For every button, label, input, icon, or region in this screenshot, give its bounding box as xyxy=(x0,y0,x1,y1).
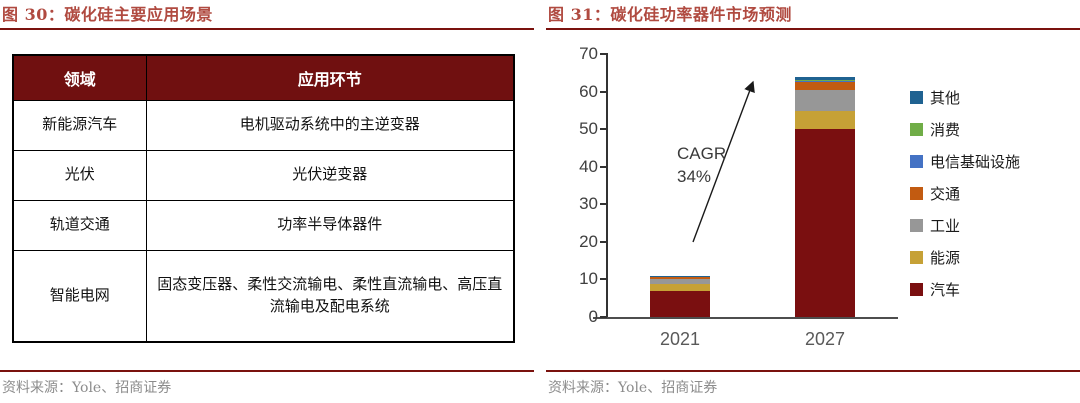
y-axis-tick-label: 60 xyxy=(579,81,598,101)
table-row: 新能源汽车 电机驱动系统中的主逆变器 xyxy=(12,99,515,151)
bar-segment-汽车-2021 xyxy=(650,290,710,317)
y-axis-tick xyxy=(600,278,607,281)
growth-arrow-icon xyxy=(692,80,755,243)
figure-30-title: 图 30：碳化硅主要应用场景 xyxy=(2,5,213,24)
y-axis-tick-label: 40 xyxy=(579,156,598,176)
y-axis-tick xyxy=(600,203,607,206)
figure-30-source: 资料来源：Yole、招商证券 xyxy=(2,380,172,396)
x-axis-label-2027: 2027 xyxy=(804,329,846,349)
legend-item-汽车: 汽车 xyxy=(910,281,1020,299)
legend-label: 电信基础设施 xyxy=(930,152,1021,171)
legend-item-其他: 其他 xyxy=(910,89,1020,107)
table-header-cell: 领域 xyxy=(12,54,147,101)
table-cell-application: 电机驱动系统中的主逆变器 xyxy=(145,99,515,151)
legend-label: 其他 xyxy=(930,88,961,107)
legend-label: 能源 xyxy=(930,248,961,267)
figure-31-footer-rule xyxy=(546,370,1080,372)
bar-segment-汽车-2027 xyxy=(795,129,855,317)
bar-segment-其他-2027 xyxy=(795,76,855,80)
table-cell-field: 新能源汽车 xyxy=(12,99,147,151)
y-axis-tick xyxy=(600,240,607,243)
y-axis-tick-label: 20 xyxy=(579,231,598,251)
cagr-annotation: CAGR 34% xyxy=(677,142,726,188)
figure-30-title-underline xyxy=(0,28,534,30)
cagr-annotation-line1: CAGR xyxy=(677,144,727,163)
y-axis-line xyxy=(606,53,608,319)
table-cell-field: 光伏 xyxy=(12,149,147,201)
figure-31-title-underline xyxy=(546,28,1080,30)
bar-segment-交通-2021 xyxy=(650,277,710,280)
legend-item-消费: 消费 xyxy=(910,121,1020,139)
legend-color-swatch-icon xyxy=(910,154,923,168)
table-cell-application: 功率半导体器件 xyxy=(145,199,515,251)
legend-item-能源: 能源 xyxy=(910,249,1020,267)
table-header-cell: 应用环节 xyxy=(145,54,515,101)
legend-color-swatch-icon xyxy=(910,186,923,200)
table-cell-application: 光伏逆变器 xyxy=(145,149,515,201)
table-cell-application: 固态变压器、柔性交流输电、柔性直流输电、高压直流输电及配电系统 xyxy=(145,249,515,343)
legend-color-swatch-icon xyxy=(910,282,923,296)
y-axis-tick xyxy=(600,128,607,131)
y-axis-tick xyxy=(600,53,607,55)
sic-market-forecast-chart: CAGR 34% 其他消费电信基础设施 交通工业能源汽车 0 10 20 30 40 50 6… xyxy=(546,40,1080,365)
x-axis-line xyxy=(593,317,898,319)
legend-item-交通: 交通 xyxy=(910,185,1020,203)
sic-applications-table: 领域 应用环节 新能源汽车 电机驱动系统中的主逆变器 光伏 光伏逆变器 轨道交通 功率半导体… xyxy=(12,54,515,343)
table-cell-field: 轨道交通 xyxy=(12,199,147,251)
figure-31-source: 资料来源：Yole、招商证券 xyxy=(548,380,718,396)
bar-segment-电信基础设施-2027 xyxy=(795,80,855,82)
bar-segment-交通-2027 xyxy=(795,81,855,91)
table-header-row: 领域 应用环节 xyxy=(12,54,515,101)
figure-31-title: 图 31：碳化硅功率器件市场预测 xyxy=(548,5,792,24)
legend-label: 交通 xyxy=(930,184,961,203)
table-cell-field: 智能电网 xyxy=(12,249,147,343)
legend-color-swatch-icon xyxy=(910,250,923,264)
y-axis-tick-label: 70 xyxy=(579,44,598,63)
legend-label: 工业 xyxy=(930,216,961,235)
bar-segment-工业-2027 xyxy=(795,90,855,112)
figure-30-footer-rule xyxy=(0,370,534,372)
bar-segment-能源-2021 xyxy=(650,284,710,291)
legend-item-工业: 工业 xyxy=(910,217,1020,235)
y-axis-tick xyxy=(600,90,607,93)
y-axis-tick-label: 30 xyxy=(579,194,598,214)
figure-30-panel: 图 30：碳化硅主要应用场景 领域 应用环节 新能源汽车 电机驱动系统中的主逆变器光… xyxy=(0,0,534,403)
table-row: 轨道交通 功率半导体器件 xyxy=(12,199,515,251)
y-axis-tick xyxy=(600,316,607,318)
table-row: 光伏 光伏逆变器 xyxy=(12,149,515,201)
legend-item-电信基础设施: 电信基础设施 xyxy=(910,153,1020,171)
y-axis-tick xyxy=(600,165,607,168)
bar-segment-电信基础设施-2021 xyxy=(650,276,710,278)
figure-31-panel: 图 31：碳化硅功率器件市场预测 CAGR 34% 其他消费电信基础设施 交通工业… xyxy=(546,0,1080,403)
cagr-annotation-line2: 34% xyxy=(677,167,712,186)
bar-segment-能源-2027 xyxy=(795,111,855,130)
bar-segment-工业-2021 xyxy=(650,279,710,285)
legend-label: 汽车 xyxy=(930,280,961,299)
bar-segment-消费-2027 xyxy=(795,79,855,81)
y-axis-tick-label: 50 xyxy=(579,119,598,139)
x-axis-label-2021: 2021 xyxy=(659,329,701,349)
y-axis-tick-label: 0 xyxy=(588,307,598,326)
legend-color-swatch-icon xyxy=(910,122,923,136)
legend-label: 消费 xyxy=(930,120,961,139)
legend-color-swatch-icon xyxy=(910,218,923,232)
legend-color-swatch-icon xyxy=(910,90,923,104)
y-axis-tick-label: 10 xyxy=(579,269,598,289)
table-row: 智能电网 固态变压器、柔性交流输电、柔性直流输电、高压直流输电及配电系统 xyxy=(12,249,515,343)
chart-legend: 其他消费电信基础设施 交通工业能源汽车 xyxy=(910,89,1020,314)
